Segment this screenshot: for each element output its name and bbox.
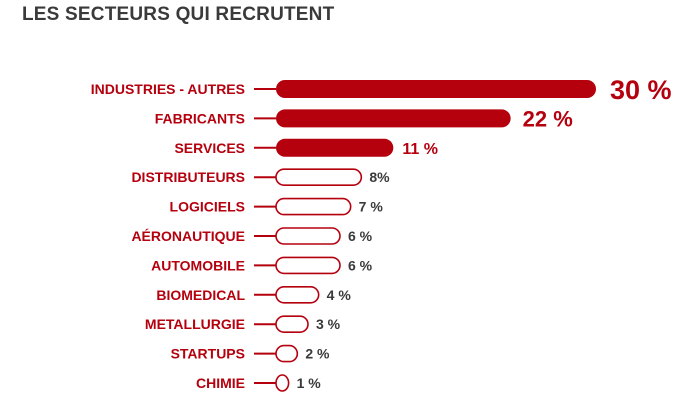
value-label: 22 % [523,106,573,131]
category-label: AÉRONAUTIQUE [131,228,245,244]
chart-title: LES SECTEURS QUI RECRUTENT [22,4,335,25]
category-label: FABRICANTS [155,110,245,126]
value-label: 30 % [610,75,672,105]
bar [275,344,299,363]
bar [275,315,309,334]
bar [275,197,352,216]
category-label: METALLURGIE [145,316,245,332]
category-label: BIOMEDICAL [156,287,245,303]
value-label: 1 % [297,375,322,391]
category-label: STARTUPS [171,346,245,362]
value-label: 11 % [402,141,438,158]
bar [275,256,341,275]
category-label: DISTRIBUTEURS [131,169,245,185]
value-label: 6 % [348,257,373,273]
value-label: 3 % [316,316,341,332]
bar [276,109,511,128]
value-label: 4 % [327,287,352,303]
value-label: 6 % [348,228,373,244]
bar [276,80,596,98]
bar [276,138,394,157]
value-label: 7 % [359,199,384,215]
bar [275,285,320,304]
category-label: SERVICES [174,140,245,156]
category-label: LOGICIELS [170,199,245,215]
category-label: CHIMIE [196,375,245,391]
category-label: INDUSTRIES - AUTRES [91,81,245,97]
category-label: AUTOMOBILE [151,257,245,273]
bar [275,374,290,392]
bar [275,168,363,186]
value-label: 8% [369,169,390,185]
bar [275,227,341,245]
value-label: 2 % [305,346,330,362]
